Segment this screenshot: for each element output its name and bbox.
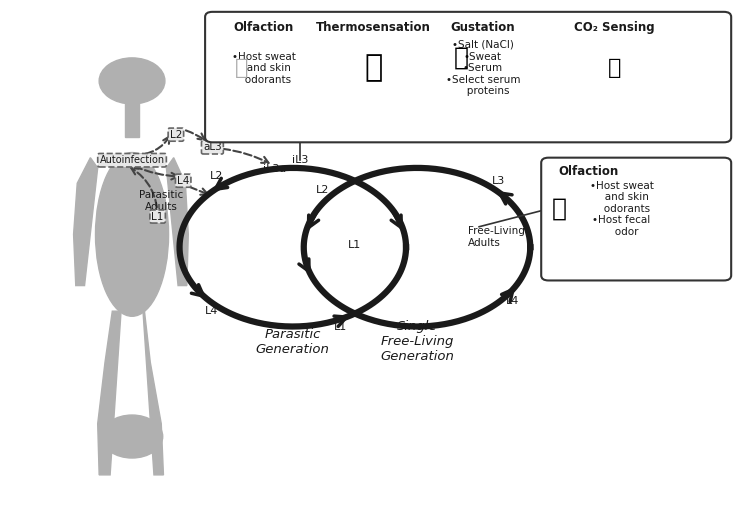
Text: aL3: aL3: [203, 142, 222, 152]
Polygon shape: [98, 311, 121, 475]
Text: •Host sweat
   and skin
   odorants: •Host sweat and skin odorants: [231, 51, 296, 85]
Text: 💩: 💩: [552, 197, 567, 221]
Circle shape: [101, 415, 163, 458]
Text: Parasitic
Adults: Parasitic Adults: [139, 190, 183, 212]
Text: L1: L1: [348, 240, 361, 250]
FancyBboxPatch shape: [205, 12, 731, 142]
Text: iL3a: iL3a: [263, 164, 286, 174]
Text: Free-Living
Adults: Free-Living Adults: [468, 226, 525, 248]
Text: L1: L1: [334, 322, 347, 332]
Text: Olfaction: Olfaction: [234, 21, 293, 34]
Text: •Host sweat
   and skin
   odorants
•Host fecal
   odor: •Host sweat and skin odorants •Host feca…: [590, 180, 653, 237]
Text: CO₂ Sensing: CO₂ Sensing: [574, 21, 655, 34]
Polygon shape: [74, 158, 98, 285]
FancyBboxPatch shape: [125, 101, 140, 137]
Polygon shape: [166, 158, 188, 285]
Text: L2: L2: [210, 171, 224, 181]
Text: L2: L2: [170, 129, 182, 140]
Ellipse shape: [95, 152, 168, 316]
Text: L4: L4: [505, 296, 520, 306]
Text: 🚶: 🚶: [235, 58, 248, 78]
Text: L2: L2: [316, 185, 330, 195]
Text: Single
Free-Living
Generation: Single Free-Living Generation: [380, 320, 454, 363]
Text: L4: L4: [177, 176, 189, 186]
Text: iL3: iL3: [292, 155, 308, 165]
Text: L1: L1: [151, 212, 164, 222]
Circle shape: [99, 58, 165, 104]
Text: L3: L3: [492, 176, 505, 186]
Text: Olfaction: Olfaction: [559, 165, 619, 178]
Polygon shape: [143, 311, 163, 475]
Text: Autoinfection: Autoinfection: [100, 155, 165, 165]
Text: Thermosensation: Thermosensation: [316, 21, 431, 34]
Text: 🔥: 🔥: [364, 54, 382, 83]
Text: •Salt (NaCl)
•Sweat
•Serum
•Select serum
   proteins: •Salt (NaCl) •Sweat •Serum •Select serum…: [446, 40, 520, 96]
FancyBboxPatch shape: [541, 158, 731, 280]
Text: Parasitic
Generation: Parasitic Generation: [256, 328, 330, 356]
Text: 〰️: 〰️: [607, 58, 621, 78]
Text: Gustation: Gustation: [451, 21, 515, 34]
Text: L4: L4: [205, 306, 218, 316]
Text: 💧: 💧: [453, 46, 469, 70]
